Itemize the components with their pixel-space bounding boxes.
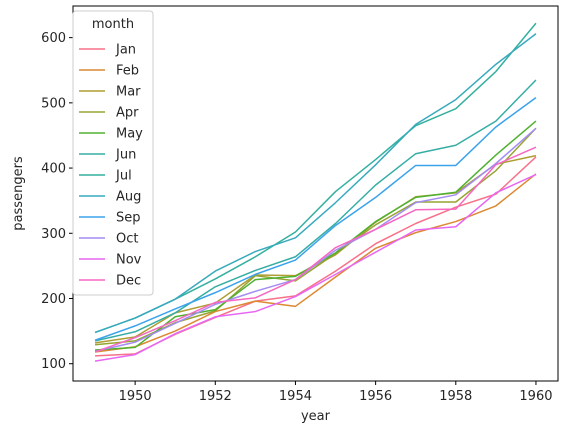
y-tick-label: 600 (41, 31, 66, 46)
y-tick-label: 200 (41, 292, 66, 307)
x-tick-label: 1952 (199, 389, 232, 404)
x-tick-label: 1956 (359, 389, 392, 404)
y-axis-label: passengers (11, 156, 26, 231)
series-line-feb (94, 173, 537, 353)
x-tick-label: 1960 (519, 389, 552, 404)
y-tick-label: 300 (41, 227, 66, 242)
x-axis-ticks: 1950 1952 1954 1956 1958 1960 (119, 381, 553, 404)
legend-frame (72, 10, 154, 296)
x-tick-label: 1958 (439, 389, 472, 404)
series-line-oct (94, 127, 537, 353)
x-tick-label: 1954 (279, 389, 312, 404)
legend-label-oct: Oct (116, 232, 138, 247)
series-line-jun (94, 79, 537, 342)
series-line-nov (94, 173, 537, 362)
legend-label-jul: Jul (115, 169, 132, 184)
series-line-dec (94, 146, 537, 353)
legend-title: month (92, 17, 134, 32)
series-line-sep (94, 97, 537, 341)
legend-label-apr: Apr (116, 106, 139, 121)
y-tick-label: 400 (41, 162, 66, 177)
series-lines (94, 22, 537, 362)
legend: month Jan Feb Mar Apr May Jun Jul Aug Sep Oct Nov D… (72, 10, 154, 296)
legend-label-aug: Aug (116, 190, 141, 205)
legend-label-jun: Jun (115, 148, 136, 163)
legend-label-nov: Nov (116, 253, 142, 268)
legend-label-mar: Mar (116, 85, 141, 100)
x-tick-label: 1950 (119, 389, 152, 404)
legend-label-jan: Jan (115, 43, 136, 58)
y-axis-ticks: 100 200 300 400 500 600 (41, 31, 73, 372)
y-tick-label: 100 (41, 357, 66, 372)
legend-label-sep: Sep (116, 211, 141, 226)
legend-items: Jan Feb Mar Apr May Jun Jul Aug Sep Oct Nov Dec (79, 43, 143, 289)
legend-label-dec: Dec (116, 274, 141, 289)
y-tick-label: 500 (41, 96, 66, 111)
series-line-aug (94, 33, 537, 334)
x-axis-label: year (301, 409, 331, 424)
legend-label-may: May (116, 127, 143, 142)
legend-label-feb: Feb (116, 64, 139, 79)
